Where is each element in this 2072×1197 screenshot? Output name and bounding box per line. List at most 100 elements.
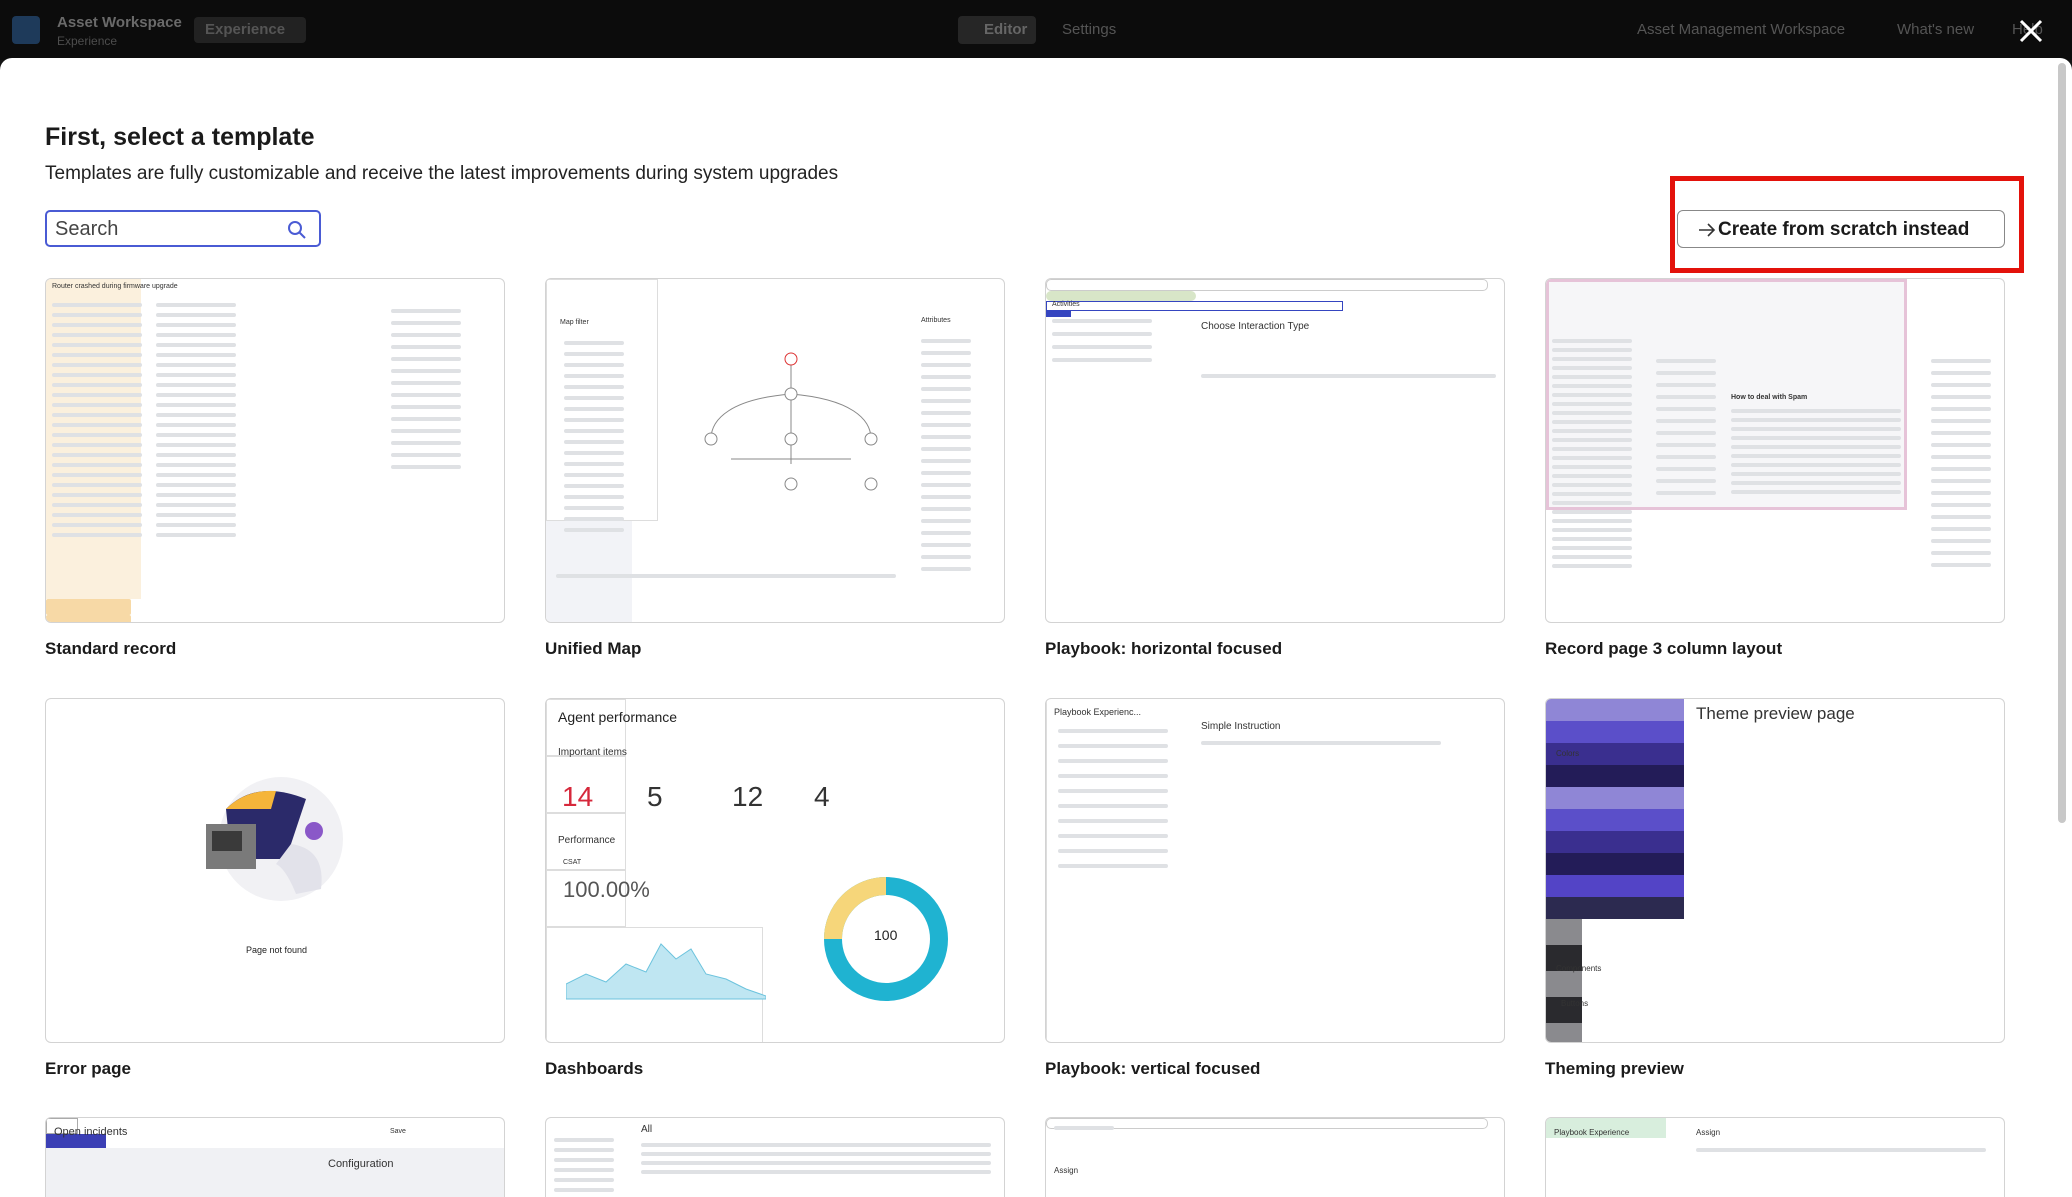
app-name: Asset Workspace <box>57 14 182 31</box>
preview-text: Choose Interaction Type <box>1201 321 1310 332</box>
placeholder-line <box>1696 1148 1986 1152</box>
stepper <box>1046 1118 1488 1129</box>
app-subtitle: Experience <box>57 34 118 48</box>
template-card[interactable]: Activities Choose Interaction Type <box>1045 278 1505 623</box>
placeholder-line <box>1552 456 1632 460</box>
template-name[interactable]: Theming preview <box>1545 1059 1684 1078</box>
preview-text: Configuration <box>328 1158 394 1170</box>
search-box[interactable]: Search <box>45 210 321 247</box>
placeholder-line <box>1552 483 1632 487</box>
template-card[interactable]: Open incidents Save Save and close Configur… <box>45 1117 505 1197</box>
placeholder-line <box>391 309 461 313</box>
placeholder-line <box>564 484 624 488</box>
placeholder-line <box>1931 551 1991 555</box>
placeholder-line <box>1552 465 1632 469</box>
placeholder-line <box>921 435 971 439</box>
placeholder-line <box>1931 539 1991 543</box>
placeholder-line <box>391 417 461 421</box>
template-name[interactable]: Error page <box>45 1059 131 1078</box>
placeholder-line <box>1931 527 1991 531</box>
placeholder-line <box>554 1178 614 1182</box>
preview-text: Playbook Experienc... <box>1054 707 1142 717</box>
placeholder-line <box>156 463 236 467</box>
swatch <box>1546 997 1582 1023</box>
placeholder-line <box>1931 395 1991 399</box>
whats-new[interactable]: What's new <box>1897 21 1975 38</box>
preview-text: 100.00% <box>563 877 650 902</box>
placeholder-line <box>1731 409 1901 413</box>
placeholder-line <box>1731 436 1901 440</box>
template-card[interactable]: Playbook Experience Assign <box>1545 1117 2005 1197</box>
dialog-subtitle: Templates are fully customizable and rec… <box>45 163 839 184</box>
settings-tab[interactable]: Settings <box>1062 21 1117 38</box>
placeholder-line <box>52 363 142 367</box>
template-name[interactable]: Playbook: horizontal focused <box>1045 639 1283 658</box>
dialog-title: First, select a template <box>45 123 315 151</box>
stepper <box>1046 279 1488 291</box>
preview-text: All <box>641 1124 653 1135</box>
search-icon <box>288 221 306 239</box>
placeholder-line <box>1052 358 1152 362</box>
template-card[interactable]: Page not found <box>45 698 505 1043</box>
template-card[interactable]: How to deal with Spam <box>1545 278 2005 623</box>
placeholder-line <box>564 429 624 433</box>
metric-card <box>546 756 626 813</box>
placeholder-line <box>921 423 971 427</box>
placeholder-line <box>641 1161 991 1165</box>
placeholder-line <box>641 1152 991 1156</box>
workspace-menu[interactable]: Asset Management Workspace <box>1637 21 1846 38</box>
search-placeholder: Search <box>55 218 119 240</box>
template-card[interactable]: Agent performance Important items 14 5 12 4 Pe… <box>545 698 1005 1043</box>
placeholder-line <box>564 418 624 422</box>
template-card[interactable]: Router crashed during firmware upgrade <box>45 278 505 623</box>
placeholder-line <box>1552 339 1632 343</box>
placeholder-line <box>156 393 236 397</box>
placeholder-line <box>52 413 142 417</box>
editor-tab[interactable]: Editor <box>984 21 1028 38</box>
placeholder-line <box>1931 443 1991 447</box>
placeholder-line <box>1054 1126 1114 1130</box>
template-card[interactable]: Theme preview page Colors Components Button… <box>1545 698 2005 1043</box>
template-card[interactable]: Map filter Attributes <box>545 278 1005 623</box>
placeholder-line <box>1552 528 1632 532</box>
placeholder-line <box>1656 371 1716 375</box>
template-card[interactable]: Playbook Experienc... Simple Instruction <box>1045 698 1505 1043</box>
placeholder-line <box>156 533 236 537</box>
metric-value: 4 <box>814 781 830 812</box>
preview-text: Page not found <box>246 945 308 955</box>
template-name[interactable]: Record page 3 column layout <box>1545 639 1783 658</box>
swatch <box>1546 919 1582 945</box>
placeholder-line <box>1656 359 1716 363</box>
close-button[interactable] <box>2018 18 2044 44</box>
template-name[interactable]: Playbook: vertical focused <box>1045 1059 1261 1078</box>
template-card[interactable]: Assign <box>1045 1117 1505 1197</box>
template-name[interactable]: Unified Map <box>545 639 642 658</box>
template-card[interactable]: All <box>545 1117 1005 1197</box>
swatch <box>1546 831 1684 853</box>
placeholder-line <box>52 323 142 327</box>
swatch <box>1546 945 1582 971</box>
placeholder-line <box>1656 479 1716 483</box>
create-button-label: Create from scratch instead <box>1718 219 1970 240</box>
experience-menu[interactable]: Experience <box>205 21 286 38</box>
panel <box>546 927 763 1042</box>
placeholder-line <box>921 399 971 403</box>
swatch <box>1546 721 1684 743</box>
template-name[interactable]: Standard record <box>45 639 177 658</box>
placeholder-line <box>1552 447 1632 451</box>
placeholder-line <box>1552 501 1632 505</box>
create-button[interactable]: Create from scratch instead <box>1677 210 2005 248</box>
placeholder-line <box>921 531 971 535</box>
preview-text: Buttons <box>1561 999 1589 1008</box>
template-name[interactable]: Dashboards <box>545 1059 644 1078</box>
placeholder-line <box>921 411 971 415</box>
placeholder-line <box>391 345 461 349</box>
tab-bg <box>958 16 1036 44</box>
placeholder-line <box>921 507 971 511</box>
placeholder-line <box>921 339 971 343</box>
placeholder-line <box>1552 429 1632 433</box>
illustration <box>824 877 948 1001</box>
placeholder-line <box>1552 357 1632 361</box>
placeholder-line <box>1201 741 1441 745</box>
